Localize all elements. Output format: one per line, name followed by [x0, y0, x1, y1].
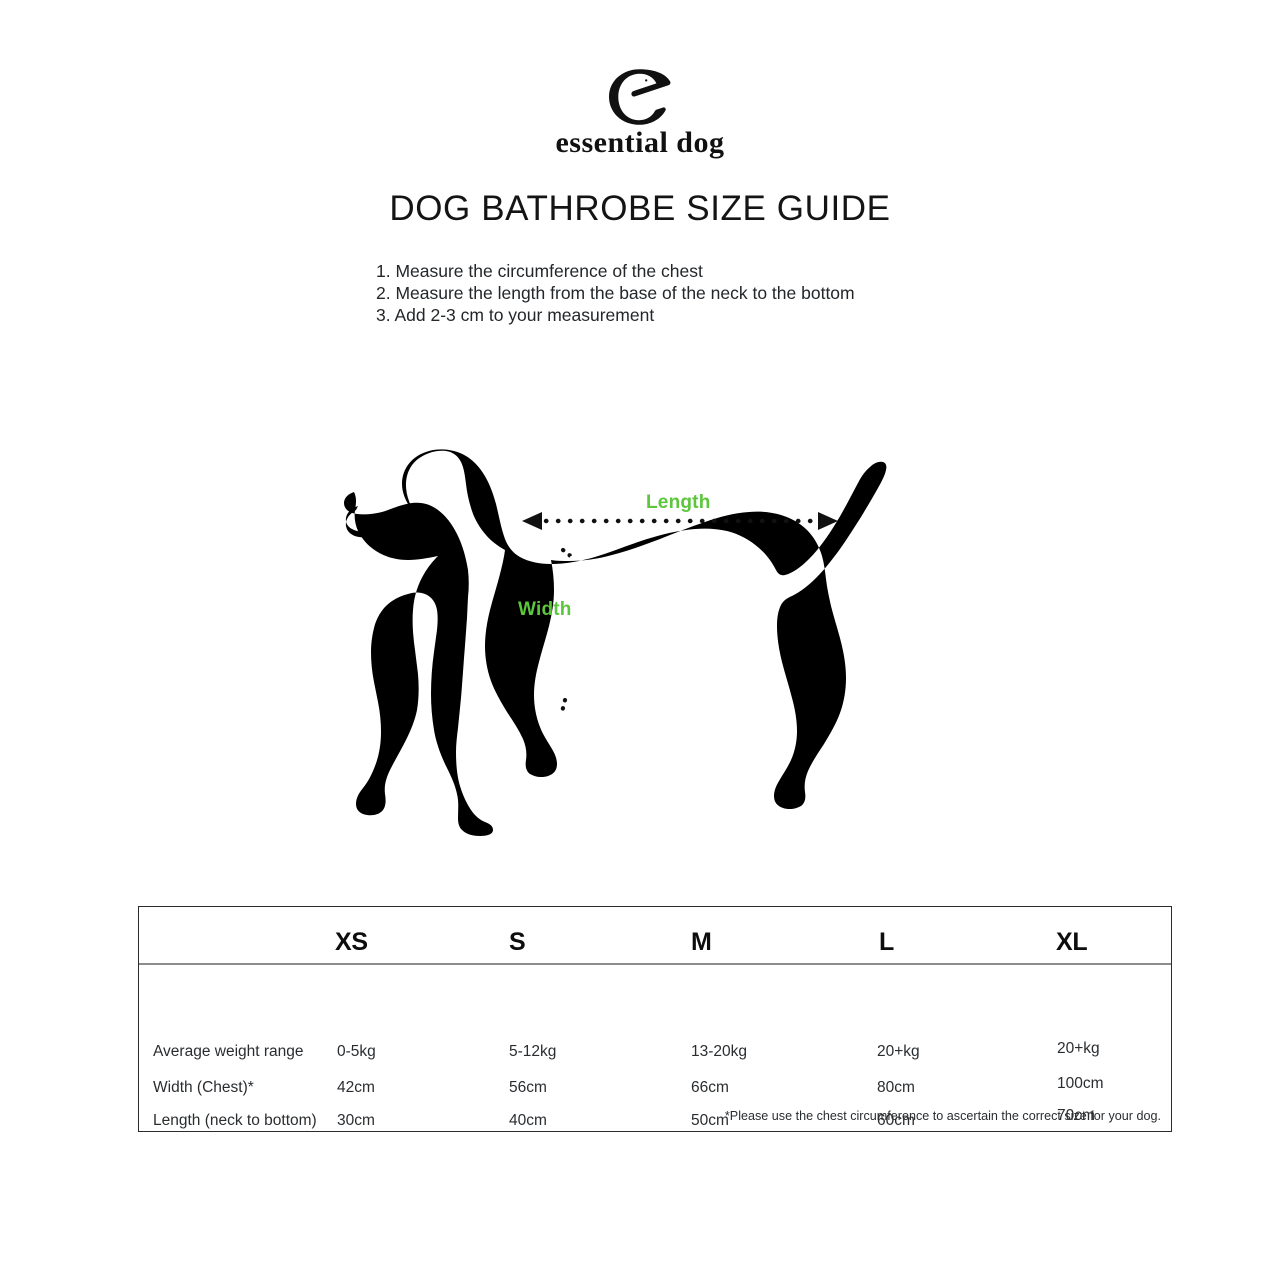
cell-width-s: 56cm — [509, 1079, 547, 1096]
row-label-weight: Average weight range — [153, 1043, 304, 1060]
length-measurement-arrow — [522, 512, 838, 530]
column-header-l: L — [879, 928, 894, 956]
row-label-width: Width (Chest)* — [153, 1079, 254, 1096]
double-headed-dotted-arrow-icon — [522, 512, 838, 530]
column-header-xs: XS — [335, 928, 368, 956]
dog-silhouette-figure — [345, 449, 887, 810]
cell-width-l: 80cm — [877, 1079, 915, 1096]
cell-width-xl: 100cm — [1057, 1075, 1104, 1092]
row-label-length: Length (neck to bottom) — [153, 1112, 317, 1129]
cell-width-m: 66cm — [691, 1079, 729, 1096]
dog-measurement-diagram — [330, 440, 930, 870]
instructions-list: 1. Measure the circumference of the ches… — [376, 260, 1076, 327]
table-row: Length (neck to bottom) 30cm 40cm 50cm 6… — [139, 1107, 1171, 1145]
size-chart-table: XS S M L XL Average weight range 0-5kg 5… — [138, 906, 1172, 1132]
dog-head-e-logo-icon — [609, 69, 671, 125]
cell-weight-xl: 20+kg — [1057, 1040, 1100, 1057]
dotted-chest-circumference-arrow-icon — [559, 547, 589, 715]
arrowhead-down-icon — [565, 588, 589, 614]
cell-weight-xs: 0-5kg — [337, 1043, 376, 1060]
width-label: Width — [518, 599, 572, 620]
table-row: Width (Chest)* 42cm 56cm 66cm 80cm 100cm — [139, 1075, 1171, 1112]
cell-length-s: 40cm — [509, 1112, 547, 1129]
brand-logo: essential dog — [0, 68, 1280, 158]
cell-length-m: 50cm — [691, 1112, 729, 1129]
cell-width-xs: 42cm — [337, 1079, 375, 1096]
cell-weight-m: 13-20kg — [691, 1043, 748, 1060]
instruction-step: 2. Measure the length from the base of t… — [376, 283, 855, 304]
cell-length-xs: 30cm — [337, 1112, 375, 1129]
cell-length-l: 60cm — [877, 1112, 915, 1129]
dog-silhouette-icon — [344, 492, 493, 836]
table-body: Average weight range 0-5kg 5-12kg 13-20k… — [139, 965, 1171, 1133]
instruction-step: 1. Measure the circumference of the ches… — [376, 261, 703, 281]
cell-weight-l: 20+kg — [877, 1043, 920, 1060]
cell-weight-s: 5-12kg — [509, 1043, 557, 1060]
table-row: Average weight range 0-5kg 5-12kg 13-20k… — [139, 1040, 1171, 1076]
instruction-step: 3. Add 2-3 cm to your measurement — [376, 305, 655, 326]
table-header-row: XS S M L XL — [139, 907, 1171, 965]
column-header-m: M — [691, 928, 712, 956]
page-title: DOG BATHROBE SIZE GUIDE — [389, 189, 891, 228]
width-measurement-arrow — [559, 547, 589, 715]
length-label: Length — [646, 492, 711, 513]
column-header-s: S — [509, 928, 526, 956]
column-header-xl: XL — [1056, 928, 1088, 956]
table-footnote: *Please use the chest circumference to a… — [724, 1109, 1161, 1123]
cell-length-xl: 70cm — [1057, 1107, 1095, 1124]
brand-wordmark: essential dog — [555, 126, 725, 159]
